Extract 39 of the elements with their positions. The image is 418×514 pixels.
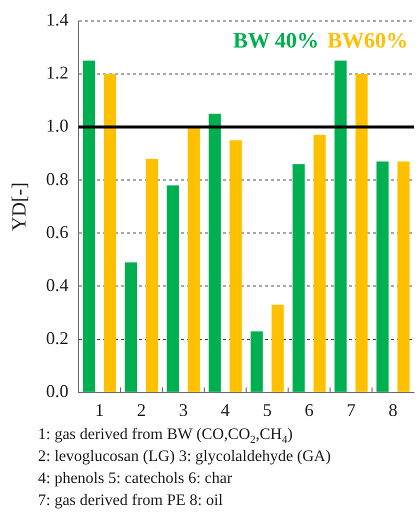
x-tick-label: 2: [136, 400, 146, 420]
y-tick-label: 0.8: [46, 168, 68, 189]
text: 2: levoglucosan (LG) 3: glycolaldehyde (GA): [38, 447, 331, 467]
x-tick-label: 5: [262, 400, 272, 420]
bar: [166, 185, 179, 392]
bar: [124, 262, 138, 392]
bar: [397, 161, 410, 392]
x-tick-label: 6: [304, 400, 314, 420]
x-tick-label: 4: [220, 400, 230, 420]
series-label: BW60%: [327, 27, 408, 52]
text: 4: phenols 5: catechols 6: char: [38, 469, 234, 489]
text: 1: gas derived from BW (CO,CO$_{2}$,CH$_{4}$): [38, 425, 294, 446]
x-tick-label: 7: [346, 400, 356, 420]
bar: [314, 134, 326, 392]
bar: [82, 60, 96, 392]
y-tick-label: 0.6: [46, 222, 68, 242]
bar: [292, 164, 305, 392]
x-tick-label: 8: [388, 400, 398, 420]
x-tick-label: 3: [178, 400, 188, 420]
y-tick-label: 0.2: [46, 328, 68, 348]
y-tick-label: 0.4: [46, 274, 68, 295]
bar: [250, 331, 263, 392]
y-axis-title: YD[-]: [8, 182, 30, 232]
y-tick-label: 1.0: [46, 116, 68, 136]
bar: [208, 114, 221, 392]
bar: [272, 304, 284, 392]
series-label: BW 40%: [233, 27, 319, 52]
bar: [146, 158, 158, 392]
y-tick-label: 1.2: [46, 62, 68, 83]
x-tick-label: 1: [94, 400, 104, 420]
bar: [355, 74, 368, 392]
bar: [376, 161, 389, 392]
bar: [230, 140, 242, 392]
bar: [188, 126, 200, 392]
y-tick-label: 1.4: [46, 10, 68, 30]
text: 7: gas derived from PE 8: oil: [38, 491, 224, 511]
y-tick-label: 0.0: [46, 381, 68, 402]
bar: [334, 60, 347, 392]
bar: [104, 74, 116, 392]
